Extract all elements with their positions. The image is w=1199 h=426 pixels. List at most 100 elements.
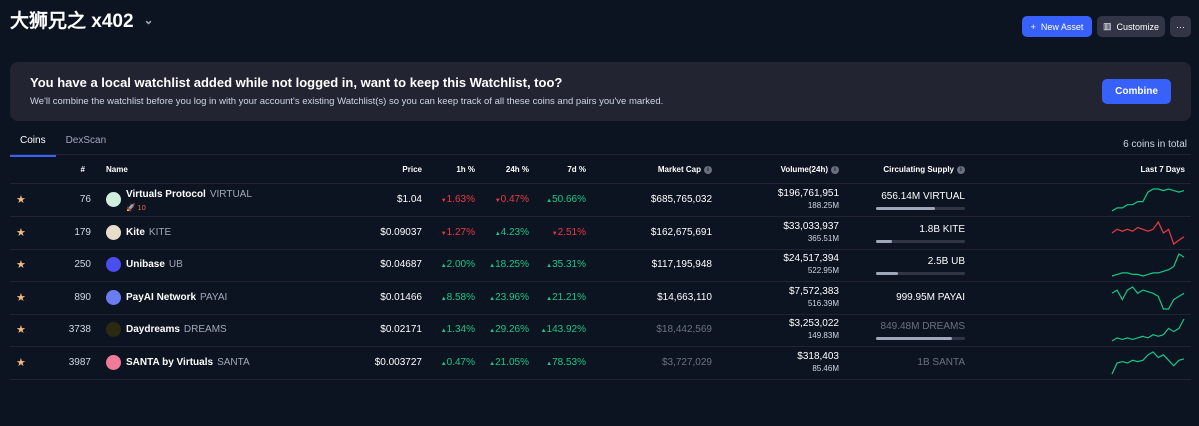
volume-tokens: 188.25M <box>807 201 839 210</box>
table-row[interactable]: ★ 250 Unibase UB $0.04687 ▲2.00% ▲18.25% … <box>10 249 1191 281</box>
coin-logo <box>106 354 121 370</box>
change-7d: ▲50.66% <box>546 194 586 205</box>
coin-name[interactable]: Daydreams DREAMS <box>126 324 227 335</box>
divider <box>10 281 1191 282</box>
caret-up-icon: ▲ <box>440 295 447 302</box>
change-1h: ▲2.00% <box>441 259 475 270</box>
change-1h: ▲0.47% <box>441 357 475 368</box>
coin-name-text: Daydreams <box>126 324 180 335</box>
supply-progress-bar <box>876 239 965 243</box>
caret-up-icon: ▲ <box>540 328 547 334</box>
divider <box>10 378 1191 380</box>
supply-label: Circulating Supply <box>883 165 954 174</box>
change-1h: ▲8.58% <box>441 292 475 303</box>
combine-button[interactable]: Combine <box>1102 79 1171 104</box>
change-7d: ▼2.51% <box>552 227 586 238</box>
change-7d: ▲35.31% <box>546 259 586 270</box>
tab-dexscan[interactable]: DexScan <box>65 135 107 146</box>
col-7d[interactable]: 7d % <box>567 165 586 174</box>
col-last-7-days: Last 7 Days <box>1140 165 1185 174</box>
table-row[interactable]: ★ 76 Virtuals Protocol VIRTUAL 🚀 10 $1.04… <box>10 184 1191 216</box>
change-24h-value: 29.26% <box>495 324 529 335</box>
star-icon[interactable]: ★ <box>16 356 26 369</box>
table-row[interactable]: ★ 3987 SANTA by Virtuals SANTA $0.003727 … <box>10 347 1191 379</box>
rank: 3738 <box>68 324 91 335</box>
info-icon[interactable]: i <box>957 165 965 174</box>
star-icon[interactable]: ★ <box>16 291 26 304</box>
circulating-supply: 999.95M PAYAI <box>896 291 965 303</box>
sparkline-chart <box>1111 220 1185 245</box>
rank: 890 <box>74 291 91 303</box>
supply-progress-bar <box>876 207 965 210</box>
table-row[interactable]: ★ 179 Kite KITE $0.09037 ▼1.27% ▲4.23% ▼2… <box>10 217 1191 249</box>
sparkline-line <box>1111 285 1185 310</box>
coin-name[interactable]: Virtuals Protocol VIRTUAL <box>126 189 252 200</box>
col-volume[interactable]: Volume(24h) i <box>781 155 839 185</box>
table-row[interactable]: ★ 890 PayAI Network PAYAI $0.01466 ▲8.58%… <box>10 282 1191 314</box>
col-market-cap[interactable]: Market Cap i <box>658 155 712 185</box>
price: $1.04 <box>396 194 422 205</box>
banner-text: We'll combine the watchlist before you l… <box>30 96 664 107</box>
star-icon[interactable]: ★ <box>16 226 26 239</box>
change-1h-value: 1.27% <box>446 226 475 238</box>
table-row[interactable]: ★ 3738 Daydreams DREAMS $0.02171 ▲1.34% ▲… <box>10 314 1191 346</box>
coin-name[interactable]: PayAI Network PAYAI <box>126 292 227 303</box>
circulating-supply: 2.5B UB <box>927 256 965 267</box>
change-1h-value: 0.47% <box>446 356 475 368</box>
coin-name-text: Kite <box>126 226 145 238</box>
supply-progress-bar <box>876 337 965 340</box>
info-icon[interactable]: i <box>704 165 712 174</box>
coin-symbol: SANTA <box>217 356 250 368</box>
change-1h: ▼1.27% <box>441 227 475 238</box>
more-button[interactable]: ··· <box>1170 16 1191 37</box>
change-7d-value: 2.51% <box>557 226 586 238</box>
chevron-down-icon[interactable]: ⌄ <box>143 12 154 27</box>
star-icon[interactable]: ★ <box>16 324 26 336</box>
col-rank[interactable]: # <box>80 165 85 174</box>
new-asset-button[interactable]: + New Asset <box>1022 16 1092 37</box>
divider <box>10 183 1191 184</box>
volume: $318,403 85.46M <box>797 351 839 373</box>
caret-up-icon: ▲ <box>546 360 553 367</box>
rocket-badge: 🚀 10 <box>126 203 146 212</box>
coin-symbol: PAYAI <box>200 291 228 303</box>
col-supply[interactable]: Circulating Supply i <box>883 155 965 185</box>
tab-coins[interactable]: Coins <box>10 131 56 157</box>
star-icon[interactable]: ★ <box>16 259 26 271</box>
volume-label: Volume(24h) <box>780 165 828 174</box>
columns-icon: ▥ <box>1102 21 1112 31</box>
watchlist-title[interactable]: 大狮兄之 x402 ⌄ <box>10 6 154 33</box>
price: $0.09037 <box>380 226 422 238</box>
coin-name-text: SANTA by Virtuals <box>126 356 214 368</box>
circulating-supply: 1B SANTA <box>917 356 965 368</box>
volume-usd: $24,517,394 <box>783 253 839 264</box>
col-24h[interactable]: 24h % <box>505 165 529 174</box>
divider <box>10 216 1191 217</box>
change-24h-value: 18.25% <box>495 259 529 270</box>
coin-name-text: Virtuals Protocol <box>126 189 206 200</box>
col-name[interactable]: Name <box>106 165 128 174</box>
star-icon[interactable]: ★ <box>16 194 26 206</box>
info-icon[interactable]: i <box>831 165 839 174</box>
col-1h[interactable]: 1h % <box>456 165 475 174</box>
caret-up-icon: ▲ <box>546 295 553 302</box>
watchlist-banner: You have a local watchlist added while n… <box>10 62 1191 121</box>
title-text: 大狮兄之 x402 <box>10 11 134 32</box>
coin-name[interactable]: Kite KITE <box>126 227 171 238</box>
coin-name[interactable]: SANTA by Virtuals SANTA <box>126 357 250 368</box>
volume-usd: $7,572,383 <box>788 285 839 297</box>
banner-title: You have a local watchlist added while n… <box>30 75 563 90</box>
coin-name[interactable]: Unibase UB <box>126 259 183 270</box>
col-price[interactable]: Price <box>402 165 422 174</box>
customize-label: Customize <box>1116 21 1160 32</box>
change-7d-value: 50.66% <box>552 194 586 205</box>
volume-usd: $196,761,951 <box>777 188 839 199</box>
change-24h: ▲21.05% <box>489 357 529 368</box>
caret-up-icon: ▲ <box>489 263 496 269</box>
volume-tokens: 365.51M <box>807 233 839 243</box>
volume-usd: $318,403 <box>797 350 839 362</box>
customize-button[interactable]: ▥ Customize <box>1097 16 1165 37</box>
volume: $7,572,383 516.39M <box>789 286 839 308</box>
rank: 179 <box>74 226 91 238</box>
plus-icon: + <box>1030 21 1036 32</box>
